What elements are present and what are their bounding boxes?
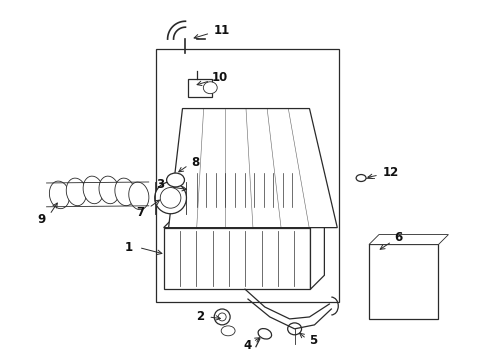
Text: 8: 8 (191, 156, 199, 168)
Ellipse shape (129, 182, 149, 210)
Text: 4: 4 (244, 339, 252, 352)
Text: 10: 10 (212, 71, 228, 84)
Ellipse shape (288, 323, 301, 335)
Ellipse shape (155, 182, 187, 214)
Polygon shape (369, 235, 448, 244)
Text: 12: 12 (383, 166, 399, 179)
Ellipse shape (66, 178, 86, 206)
Text: 7: 7 (137, 206, 145, 219)
Text: 9: 9 (37, 213, 46, 226)
Bar (156, 49, 339, 302)
Ellipse shape (203, 82, 217, 94)
Text: 11: 11 (214, 24, 230, 37)
Polygon shape (169, 109, 337, 228)
Text: 1: 1 (125, 241, 133, 254)
Ellipse shape (218, 313, 226, 321)
Ellipse shape (160, 188, 181, 208)
Polygon shape (301, 158, 314, 210)
Ellipse shape (115, 178, 135, 206)
Polygon shape (164, 214, 324, 228)
Ellipse shape (83, 176, 103, 204)
Ellipse shape (356, 175, 366, 181)
Ellipse shape (221, 326, 235, 336)
Ellipse shape (49, 181, 70, 209)
Text: 6: 6 (394, 231, 403, 244)
Text: 3: 3 (157, 179, 165, 192)
Ellipse shape (167, 173, 184, 187)
Polygon shape (188, 158, 314, 170)
Bar (189, 79, 212, 96)
Ellipse shape (258, 329, 271, 339)
Bar (164, 228, 311, 289)
Text: 2: 2 (196, 310, 204, 323)
Bar (369, 244, 439, 319)
Text: 5: 5 (309, 334, 318, 347)
Ellipse shape (214, 309, 230, 325)
Ellipse shape (99, 176, 119, 204)
Polygon shape (311, 214, 324, 289)
Bar (188, 170, 301, 210)
